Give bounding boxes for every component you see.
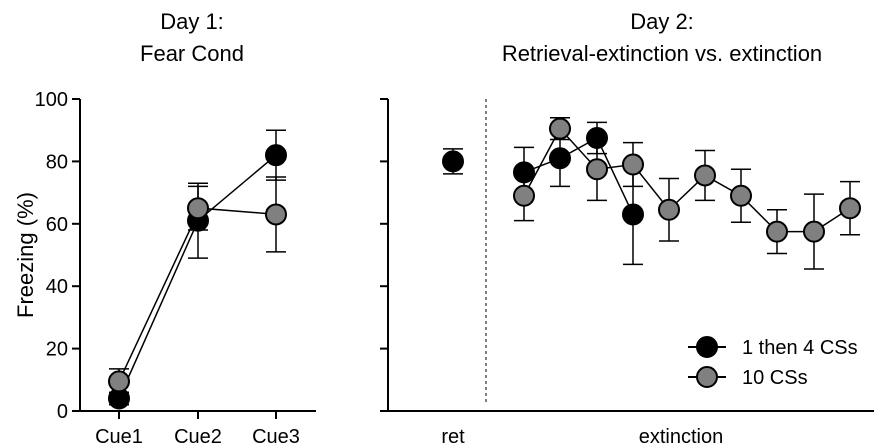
y-tick-label: 60: [46, 214, 68, 236]
extinction-label: extinction: [639, 426, 724, 448]
x-tick-label: Cue3: [252, 426, 300, 448]
day2-point-gray: [766, 220, 788, 243]
day2-point-gray: [839, 197, 861, 220]
x-tick-label: Cue1: [95, 426, 143, 448]
day2-title: Day 2:: [630, 9, 694, 34]
day2-point-gray: [658, 198, 680, 221]
y-tick-label: 20: [46, 339, 68, 361]
day2-point-gray: [513, 184, 535, 207]
x-tick-label: Cue2: [174, 426, 222, 448]
day2-point-black: [586, 127, 608, 149]
legend-marker-1: [696, 336, 718, 358]
day2-point-gray: [694, 164, 716, 187]
day2-point-gray: [586, 158, 608, 181]
legend-label-2: 10 CSs: [742, 367, 808, 389]
legend-marker-2: [696, 366, 718, 388]
chart-marks: [108, 116, 861, 410]
y-tick-label: 40: [46, 276, 68, 298]
day2-point-black: [513, 161, 535, 184]
ret-label: ret: [441, 426, 465, 448]
y-tick-label: 0: [57, 401, 68, 423]
day2-axes: ret extinction: [380, 98, 874, 448]
day2-series-line-gray: [523, 127, 851, 233]
day1-subtitle: Fear Cond: [140, 41, 244, 66]
day1-point-gray: [108, 370, 130, 393]
legend-label-1: 1 then 4 CSs: [742, 337, 858, 359]
y-tick-label: 80: [46, 151, 68, 173]
y-tick-label: 100: [35, 89, 68, 111]
day2-point-gray: [730, 184, 752, 207]
day2-point-black: [622, 203, 644, 226]
day1-point-black: [265, 144, 287, 167]
day2-point-gray: [549, 117, 571, 140]
y-axis-label: Freezing (%): [13, 192, 38, 318]
legend: 1 then 4 CSs 10 CSs: [688, 336, 858, 389]
day2-point-gray: [803, 220, 825, 243]
day2-subtitle: Retrieval-extinction vs. extinction: [502, 41, 822, 66]
ret-point: [442, 150, 464, 173]
day1-axes: 0 20 40 60 80 100 Cue1 Cue2 Cue3: [35, 89, 316, 448]
day2-point-gray: [622, 153, 644, 176]
day2-point-black: [549, 147, 571, 170]
day1-title: Day 1:: [160, 9, 224, 34]
day1-point-gray: [187, 197, 209, 220]
day1-point-gray: [265, 203, 287, 226]
